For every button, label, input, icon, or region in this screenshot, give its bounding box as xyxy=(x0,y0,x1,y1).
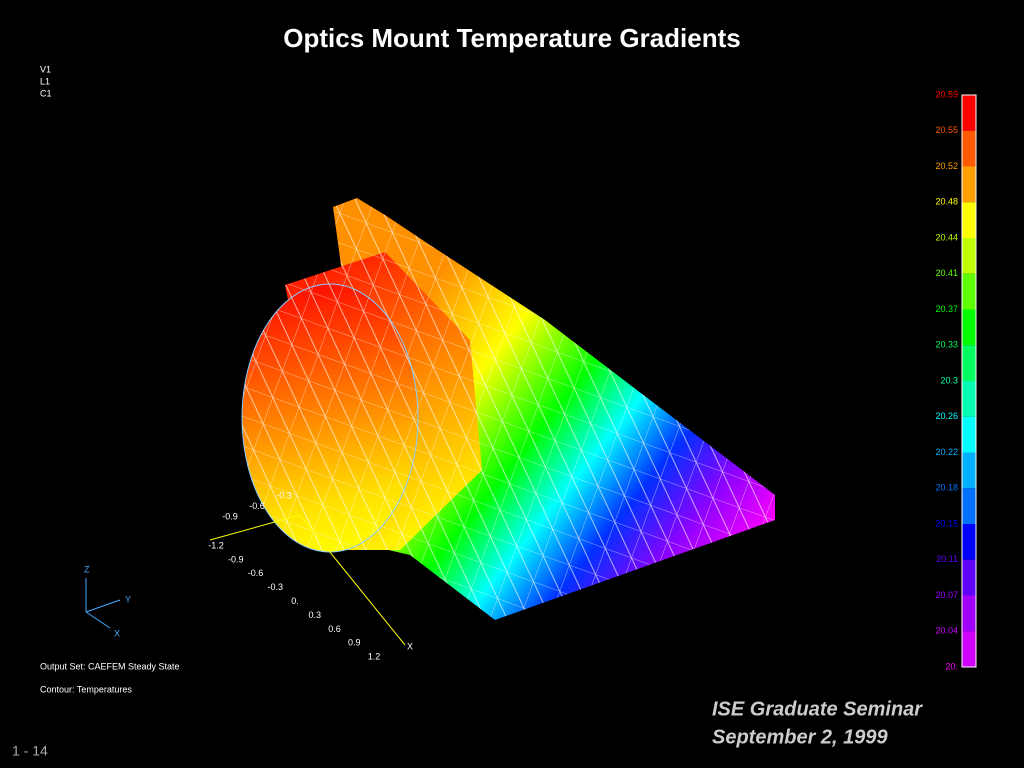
triad-label: X xyxy=(114,628,120,638)
view-label: C1 xyxy=(40,88,52,98)
axis-name: X xyxy=(407,641,413,651)
x-tick-label: 1.2 xyxy=(368,652,381,662)
x-tick-label: 0.3 xyxy=(308,610,321,620)
legend-swatch xyxy=(962,452,976,489)
legend-swatch xyxy=(962,202,976,238)
page-number: 1 - 14 xyxy=(12,743,48,759)
axis-line xyxy=(209,514,301,541)
legend-swatch xyxy=(962,416,976,453)
mesh-overlay xyxy=(333,198,775,620)
info-text: Contour: Temperatures xyxy=(40,684,132,694)
legend-label: 20.3 xyxy=(940,375,958,385)
legend-label: 20.41 xyxy=(935,268,958,278)
y-tick-label: -0.6 xyxy=(249,501,265,511)
legend-label: 20.52 xyxy=(935,161,958,171)
legend-label: 20.37 xyxy=(935,304,958,314)
legend-label: 20.15 xyxy=(935,518,958,528)
x-tick-label: 0. xyxy=(291,596,299,606)
triad-label: Z xyxy=(84,564,90,574)
x-tick-label: 0.9 xyxy=(348,638,361,648)
legend-swatch xyxy=(962,345,976,381)
legend-label: 20.18 xyxy=(935,483,958,493)
legend-swatch xyxy=(962,488,976,524)
legend-swatch xyxy=(962,631,976,667)
legend-swatch xyxy=(962,524,976,560)
x-tick-label: -0.6 xyxy=(248,568,264,578)
y-tick-label: -0.9 xyxy=(222,511,238,521)
view-label: L1 xyxy=(40,76,50,86)
triad-label: Y xyxy=(125,594,131,604)
legend-label: 20.44 xyxy=(935,232,958,242)
fem-model xyxy=(209,198,775,646)
legend-frame xyxy=(961,94,977,668)
legend-swatch xyxy=(962,273,976,310)
legend-swatch xyxy=(962,238,976,274)
legend-label: 20.07 xyxy=(935,590,958,600)
legend-label: 20.04 xyxy=(935,626,958,636)
legend-label: 20.48 xyxy=(935,197,958,207)
x-tick-label: -0.9 xyxy=(228,554,244,564)
x-tick-label: -1.2 xyxy=(208,540,224,550)
y-tick-label: -0.3 xyxy=(276,490,292,500)
legend-label: 20.33 xyxy=(935,340,958,350)
legend-swatch xyxy=(962,595,976,632)
axis-line xyxy=(299,514,406,646)
triad xyxy=(85,578,121,629)
legend-label: 20.11 xyxy=(936,554,958,564)
mesh-overlay xyxy=(242,284,418,552)
triad-axis xyxy=(85,611,111,629)
x-tick-label: -0.3 xyxy=(267,582,283,592)
legend-label: 20.59 xyxy=(935,89,958,99)
slide-title: Optics Mount Temperature Gradients xyxy=(283,23,740,53)
legend-swatch xyxy=(962,166,976,203)
legend-swatch xyxy=(962,130,976,167)
triad-axis xyxy=(85,599,121,613)
footer-text: September 2, 1999 xyxy=(712,726,889,748)
view-label: V1 xyxy=(40,64,51,74)
legend-swatch xyxy=(962,381,976,417)
legend-swatch xyxy=(962,95,976,131)
legend-label: 20.26 xyxy=(935,411,958,421)
info-text: Output Set: CAEFEM Steady State xyxy=(40,661,180,671)
legend-label: 20.55 xyxy=(935,125,958,135)
footer-text: ISE Graduate Seminar xyxy=(712,698,923,720)
legend-label: 20.22 xyxy=(935,447,958,457)
x-tick-label: 0.6 xyxy=(328,624,341,634)
legend-label: 20. xyxy=(945,661,958,671)
legend-swatch xyxy=(962,309,976,346)
legend-swatch xyxy=(962,559,976,596)
